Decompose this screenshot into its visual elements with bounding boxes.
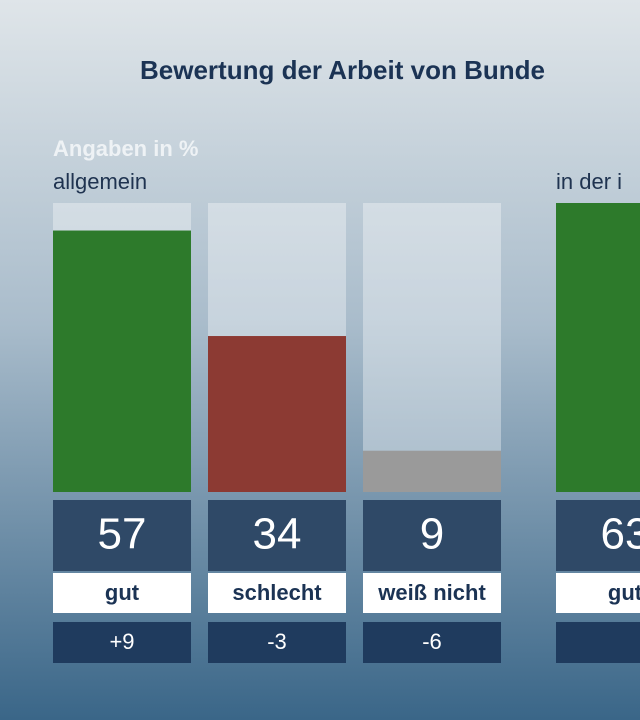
bar [208, 336, 346, 492]
category-box [208, 573, 346, 613]
value-label: 34 [253, 510, 302, 559]
value-box [53, 500, 191, 571]
value-box [556, 500, 640, 571]
category-box [53, 573, 191, 613]
group-label: allgemein [53, 169, 147, 194]
change-box [208, 622, 346, 663]
category-label: gut [105, 580, 140, 605]
change-box [53, 622, 191, 663]
change-label: -6 [422, 629, 442, 654]
change-label: +9 [109, 629, 134, 654]
bar [556, 203, 640, 492]
change-box [363, 622, 501, 663]
category-box [556, 573, 640, 613]
bar [363, 450, 501, 492]
value-box [208, 500, 346, 571]
category-label: schlecht [232, 580, 322, 605]
value-label: 63 [601, 510, 640, 559]
category-box [363, 573, 501, 613]
value-label: 9 [420, 510, 444, 559]
group-label: in der i [556, 169, 622, 194]
value-box [363, 500, 501, 571]
bar [53, 230, 191, 492]
change-box [556, 622, 640, 663]
category-label: gut [608, 580, 640, 605]
unit-note: Angaben in % [53, 136, 198, 161]
category-label: weiß nicht [377, 580, 486, 605]
value-label: 57 [98, 510, 147, 559]
bar-track [363, 203, 501, 492]
chart-title: Bewertung der Arbeit von Bunde [140, 55, 545, 85]
change-label: -3 [267, 629, 287, 654]
